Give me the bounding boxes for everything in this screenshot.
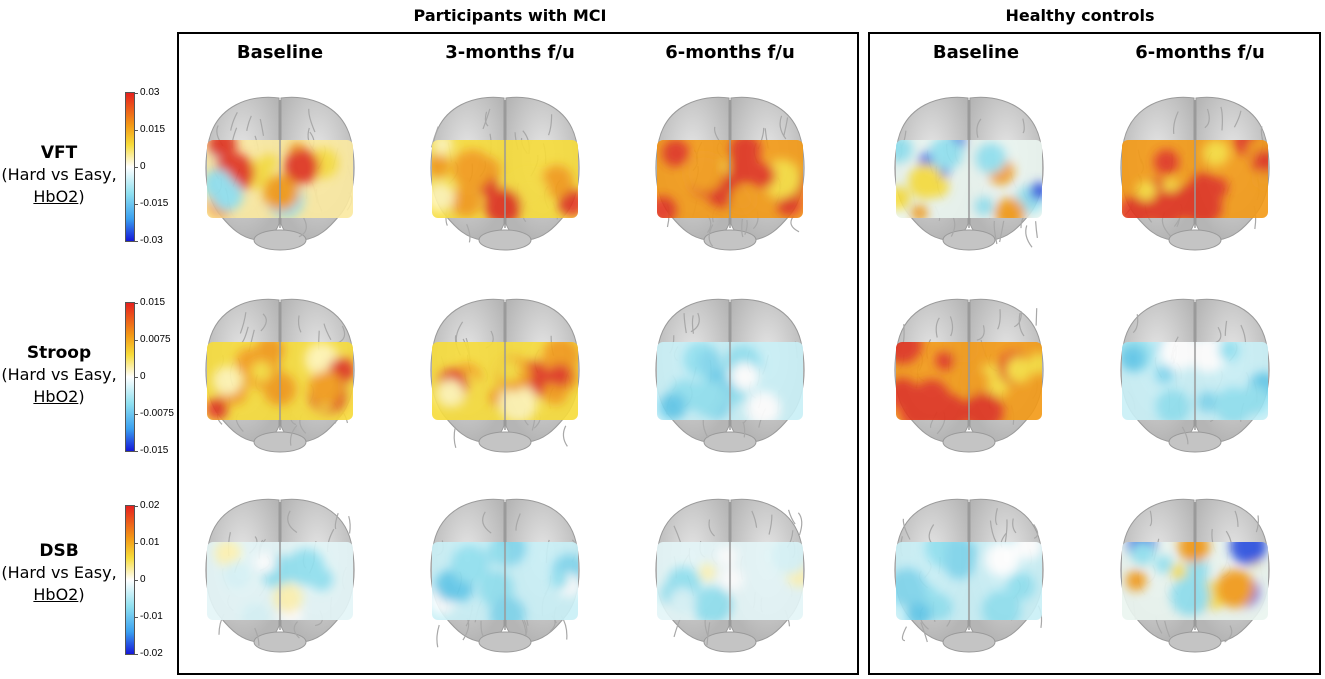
brain-map-stroop-2 [655,298,805,453]
colorbar-tick-label: 0.0075 [140,334,171,345]
brain-map-dsb-0 [205,498,355,653]
brain-map-stroop-3 [894,298,1044,453]
controls-panel [868,32,1321,675]
brain-map-vft-0 [205,96,355,251]
col-title-mci-6m: 6-months f/u [665,42,795,63]
colorbar-tickmark [134,130,138,131]
activation-overlay [1122,140,1268,218]
colorbar-stroop: 0.015 0.0075 0 -0.0075 -0.015 [125,297,174,456]
colorbar-tick-label: -0.015 [140,198,169,209]
activation-overlay [432,342,578,420]
colorbar-vft: 0.03 0.015 0 -0.015 -0.03 [125,87,168,246]
colorbar-tickmark [134,93,138,94]
col-title-hc-baseline: Baseline [932,42,1020,63]
activation-overlay [896,342,1042,420]
row-label-vft: VFT (Hard vs Easy, HbO2) [0,142,118,208]
activation-overlay [207,140,353,218]
colorbar-tickmark [134,543,138,544]
colorbar-tickmark [134,377,138,378]
colorbar-dsb: 0.02 0.01 0 -0.01 -0.02 [125,500,163,659]
activation-overlay [657,140,803,218]
colorbar-tick-label: 0.015 [140,124,166,135]
colorbar-tick-label: -0.03 [140,235,163,246]
colorbar-tick-label: 0.01 [140,537,160,548]
brain-map-dsb-4 [1120,498,1270,653]
activation-overlay [432,542,578,620]
colorbar-tick-label: -0.0075 [140,408,174,419]
group-title-controls: Healthy controls [1005,6,1155,25]
colorbar-tickmark [134,617,138,618]
close-paren: ) [78,387,85,406]
brain-map-vft-3 [894,96,1044,251]
contrast-label: (Hard vs Easy, [1,165,117,184]
group-title-mci: Participants with MCI [413,6,607,25]
colorbar-tick-label: 0.015 [140,297,166,308]
task-name: DSB [39,541,79,561]
activation-overlay [1122,342,1268,420]
colorbar-tick-label: 0 [140,161,146,172]
colorbar-tick-label: -0.02 [140,648,163,659]
measure-label: HbO2 [33,187,79,206]
colorbar-tick-label: 0.02 [140,500,160,511]
colorbar-tickmark [134,580,138,581]
colorbar-tick-label: -0.01 [140,611,163,622]
brain-map-vft-1 [430,96,580,251]
row-label-dsb: DSB (Hard vs Easy, HbO2) [0,540,118,606]
mci-panel [177,32,859,675]
colorbar-tick-label: -0.015 [140,445,169,456]
activation-overlay [896,140,1042,218]
close-paren: ) [78,187,85,206]
contrast-label: (Hard vs Easy, [1,563,117,582]
task-name: VFT [40,143,78,163]
colorbar-tick-label: 0 [140,574,146,585]
colorbar-tickmark [134,506,138,507]
brain-map-dsb-1 [430,498,580,653]
brain-map-dsb-2 [655,498,805,653]
brain-map-stroop-0 [205,298,355,453]
contrast-label: (Hard vs Easy, [1,365,117,384]
colorbar-tick-label: 0.03 [140,87,160,98]
brain-map-vft-4 [1120,96,1270,251]
brain-map-dsb-3 [894,498,1044,653]
task-name: Stroop [26,343,92,363]
activation-overlay [657,542,803,620]
colorbar-tickmark [134,414,138,415]
col-title-mci-3m: 3-months f/u [445,42,575,63]
measure-label: HbO2 [33,387,79,406]
close-paren: ) [78,585,85,604]
colorbar-tick-label: 0 [140,371,146,382]
brain-map-vft-2 [655,96,805,251]
measure-label: HbO2 [33,585,79,604]
brain-map-stroop-1 [430,298,580,453]
activation-overlay [896,542,1042,620]
colorbar-tickmark [134,340,138,341]
colorbar-tickmark [134,167,138,168]
row-label-stroop: Stroop (Hard vs Easy, HbO2) [0,342,118,408]
col-title-hc-6m: 6-months f/u [1135,42,1265,63]
colorbar-tickmark [134,654,138,655]
colorbar-tickmark [134,204,138,205]
brain-map-stroop-4 [1120,298,1270,453]
colorbar-tickmark [134,303,138,304]
colorbar-tickmark [134,451,138,452]
colorbar-tickmark [134,241,138,242]
col-title-mci-baseline: Baseline [236,42,324,63]
